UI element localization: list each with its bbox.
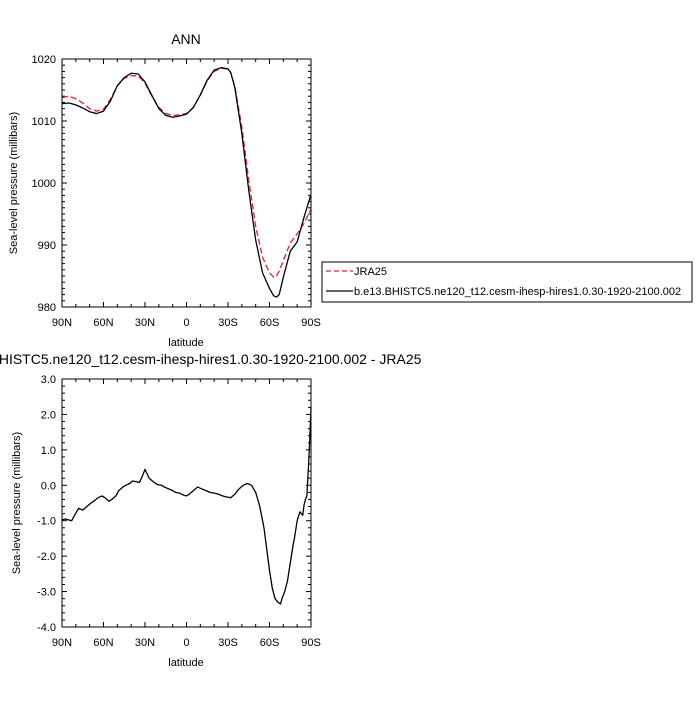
- y-tick-label: -2.0: [37, 551, 56, 563]
- x-tick-label: 60N: [93, 637, 113, 649]
- y-tick-label: 990: [38, 240, 56, 252]
- legend: JRA25 b.e13.BHISTC5.ne120_t12.cesm-ihesp…: [321, 261, 693, 303]
- y-tick-label: 3.0: [41, 374, 56, 386]
- top-x-tick-labels: 90N 60N 30N 0 30S 60S 90S: [52, 317, 321, 329]
- top-tick-marks: [61, 58, 312, 308]
- y-tick-label: 1000: [32, 178, 56, 190]
- bottom-x-tick-labels: 90N 60N 30N 0 30S 60S 90S: [52, 637, 321, 649]
- bottom-tick-marks: [61, 378, 312, 628]
- x-tick-label: 60S: [260, 317, 280, 329]
- x-tick-label: 30S: [218, 637, 238, 649]
- x-tick-label: 90N: [52, 637, 72, 649]
- x-tick-label: 60N: [93, 317, 113, 329]
- x-tick-label: 30N: [135, 637, 155, 649]
- x-tick-label: 90S: [301, 637, 321, 649]
- legend-frame: [321, 261, 693, 303]
- x-tick-label: 0: [183, 317, 189, 329]
- bottom-title: b.e13.BHISTC5.ne120_t12.cesm-ihesp-hires…: [0, 351, 422, 367]
- x-tick-label: 30N: [135, 317, 155, 329]
- y-tick-label: 0.0: [41, 480, 56, 492]
- legend-label-model: b.e13.BHISTC5.ne120_t12.cesm-ihesp-hires…: [354, 286, 681, 298]
- top-x-axis-label: latitude: [168, 337, 203, 349]
- series-line-model: [61, 67, 312, 298]
- y-tick-label: 2.0: [41, 409, 56, 421]
- series-line-jra25: [61, 67, 312, 278]
- y-tick-label: -3.0: [37, 587, 56, 599]
- y-tick-label: 980: [38, 302, 56, 314]
- top-plot-frame: [61, 58, 312, 308]
- bottom-series-lines: [61, 407, 312, 605]
- x-tick-label: 90S: [301, 317, 321, 329]
- y-tick-label: 1.0: [41, 445, 56, 457]
- y-tick-label: 1020: [32, 54, 56, 66]
- x-tick-label: 30S: [218, 317, 238, 329]
- bottom-plot-frame: [61, 378, 312, 628]
- top-y-axis-label: Sea-level pressure (millibars): [8, 112, 20, 254]
- bottom-x-axis-label: latitude: [168, 657, 203, 669]
- top-series-lines: [61, 67, 312, 298]
- y-tick-label: 1010: [32, 116, 56, 128]
- top-y-tick-labels: 980 990 1000 1010 1020: [32, 54, 56, 314]
- bottom-y-tick-labels: -4.0 -3.0 -2.0 -1.0 0.0 1.0 2.0 3.0: [37, 374, 56, 634]
- y-tick-label: -4.0: [37, 622, 56, 634]
- x-tick-label: 0: [183, 637, 189, 649]
- top-title: ANN: [171, 31, 201, 47]
- top-chart: ANN Sea-level pressure (millibars) latit…: [8, 31, 321, 349]
- legend-label-jra25: JRA25: [354, 266, 387, 278]
- x-tick-label: 60S: [260, 637, 280, 649]
- series-line-difference: [61, 407, 312, 605]
- bottom-y-axis-label: Sea-level pressure (millibars): [11, 432, 23, 574]
- bottom-chart: b.e13.BHISTC5.ne120_t12.cesm-ihesp-hires…: [0, 351, 422, 669]
- x-tick-label: 90N: [52, 317, 72, 329]
- y-tick-label: -1.0: [37, 516, 56, 528]
